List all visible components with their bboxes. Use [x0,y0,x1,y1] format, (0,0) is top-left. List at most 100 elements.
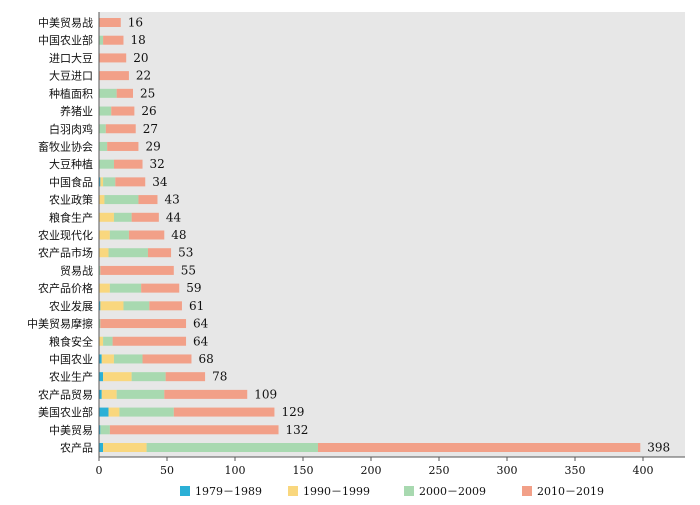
x-tick-label: 100 [225,464,246,477]
bar-segment-3 [100,425,110,435]
bar-segment-4 [109,425,279,435]
total-value-label: 18 [130,33,145,47]
bar-segment-2 [99,248,109,258]
category-label: 白羽肉鸡 [49,122,93,136]
category-label: 农产品贸易 [38,387,93,401]
category-label: 种植面积 [49,86,93,100]
total-value-label: 132 [286,423,309,437]
bar-segment-4 [116,88,133,98]
bar-segment-1 [99,443,104,452]
category-label: 中美贸易摩擦 [27,317,93,331]
category-label: 农业现代化 [38,228,93,242]
bar-segment-2 [103,372,132,382]
category-label: 大豆种植 [49,157,93,171]
bar-segment-3 [99,88,117,98]
bar-segment-4 [100,319,187,329]
bar-segment-1 [99,354,102,364]
category-label: 农业发展 [49,299,93,313]
bar-segment-3 [146,443,318,452]
category-label: 美国农业部 [38,405,93,419]
bar-segment-4 [149,301,182,311]
legend-label: 2000－2009 [419,485,486,498]
bar-segment-3 [123,301,150,311]
plot-background [99,12,685,457]
category-label: 进口大豆 [49,51,93,65]
total-value-label: 29 [145,139,160,153]
category-label: 中美贸易战 [38,17,93,30]
bar-segment-2 [99,336,104,346]
bar-segment-3 [113,212,132,222]
total-value-labels: 16 18 20 22 25 26 27 29 32 34 43 44 48 53 55 59 61 64 64 68… [128,16,670,455]
bar-segment-2 [99,195,105,205]
legend-swatch [288,486,298,496]
bar-segment-1 [99,177,101,187]
legend-swatch [404,486,414,496]
bar-segment-3 [99,159,114,169]
x-tick-label: 200 [361,464,382,477]
bar-segment-4 [317,443,641,452]
bar-segment-2 [101,354,114,364]
category-labels: 中美贸易战中国农业部进口大豆大豆进口种植面积养猪业白羽肉鸡畜牧业协会大豆种植中国… [27,17,93,455]
category-label: 中美贸易 [49,424,93,437]
bar-segment-4 [142,354,192,364]
total-value-label: 64 [193,334,209,348]
bar-segment-4 [112,336,187,346]
total-value-label: 20 [133,51,148,65]
category-label: 农产品市场 [38,246,93,260]
total-value-label: 43 [164,193,179,207]
category-label: 贸易战 [60,264,93,277]
bar-segment-1 [99,425,101,435]
bar-segment-1 [99,372,104,382]
total-value-label: 61 [189,299,204,313]
legend-swatch [522,486,532,496]
bar-segment-2 [100,301,124,311]
bar-segment-3 [99,106,112,116]
bar-segment-4 [107,141,139,151]
total-value-label: 48 [171,228,186,242]
bar-segment-3 [99,35,104,45]
total-value-label: 16 [128,16,143,30]
bar-segment-2 [100,177,104,187]
total-value-label: 398 [647,441,670,455]
bar-segment-4 [105,124,136,134]
total-value-label: 68 [198,352,213,366]
bar-segment-4 [111,106,135,116]
category-label: 农产品价格 [38,281,93,295]
legend-swatch [180,486,190,496]
category-label: 农产品 [60,441,93,455]
total-value-label: 25 [140,86,155,100]
bar-layer [99,18,641,452]
bar-segment-4 [99,71,129,81]
x-tick-label: 150 [293,464,314,477]
legend-label: 1990－1999 [303,485,370,498]
bar-segment-4 [113,159,143,169]
bar-segment-2 [99,283,110,293]
bar-segment-4 [103,35,124,45]
x-tick-label: 350 [565,464,586,477]
total-value-label: 64 [193,317,209,331]
x-tick-label: 300 [497,464,518,477]
bar-segment-4 [147,248,172,258]
bar-segment-1 [99,389,102,399]
total-value-label: 44 [166,210,182,224]
legend-label: 1979－1989 [195,485,262,498]
bar-segment-3 [99,319,101,329]
total-value-label: 27 [143,122,158,136]
category-label: 粮食生产 [49,210,93,224]
x-axis-ticks: 0 50 100 150 200 250 300 350 400 [96,457,654,477]
total-value-label: 59 [186,281,201,295]
bar-segment-4 [131,212,159,222]
bar-segment-3 [109,283,142,293]
bar-segment-3 [99,124,106,134]
bar-segment-3 [103,177,116,187]
bar-segment-4 [100,265,174,275]
bar-segment-2 [103,443,147,452]
x-tick-label: 0 [96,464,103,477]
category-label: 大豆进口 [49,69,93,83]
bar-segment-3 [119,407,174,417]
bar-segment-2 [99,230,110,240]
bar-segment-4 [165,372,206,382]
bar-segment-4 [173,407,275,417]
total-value-label: 22 [136,69,151,83]
bar-segment-3 [113,354,143,364]
